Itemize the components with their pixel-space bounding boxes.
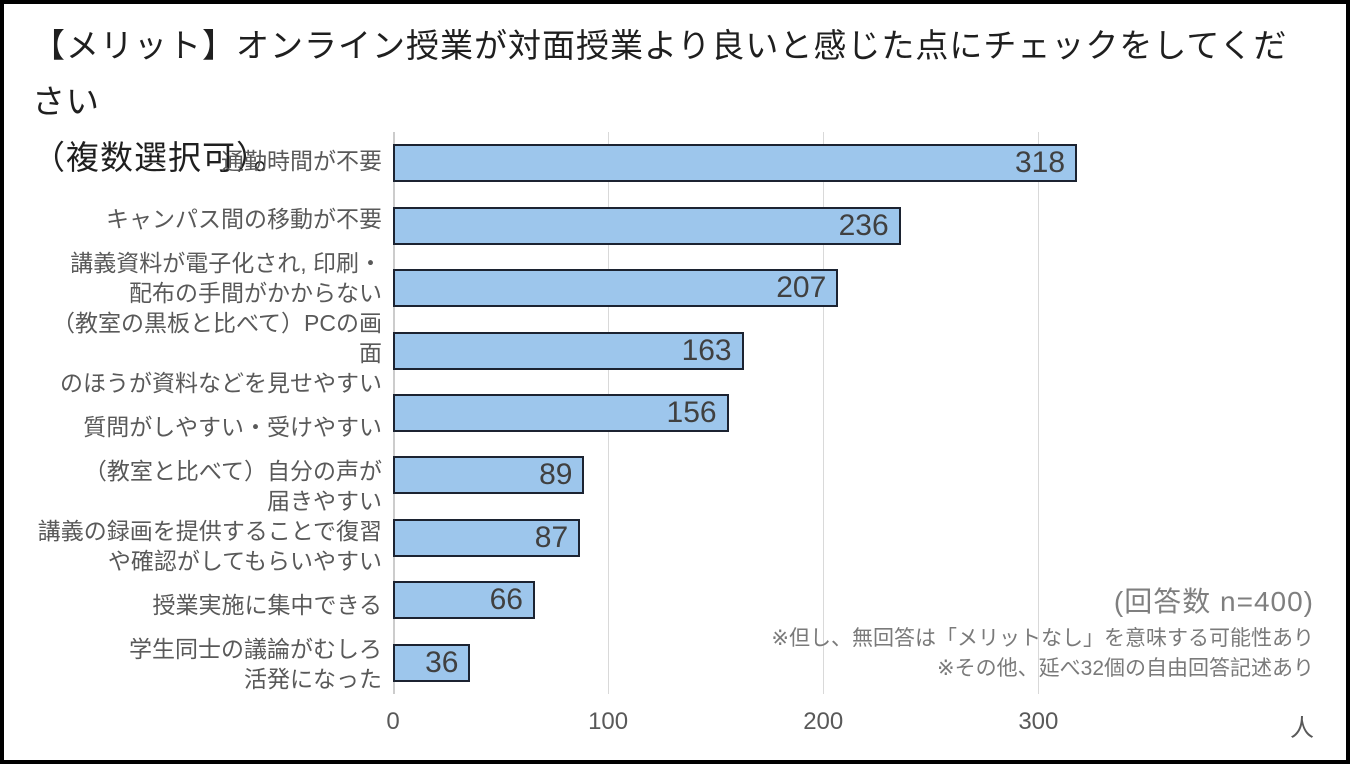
bar-value-label: 236 — [838, 208, 889, 242]
bar: 87 — [393, 518, 581, 557]
bar: 66 — [393, 581, 535, 620]
bar-rows: 318 236 207 163 156 89 87 66 36 — [393, 132, 1318, 694]
bar: 89 — [393, 456, 585, 495]
category-label: 通勤時間が不要 — [221, 148, 382, 174]
chart-row: 236 — [393, 194, 1318, 256]
bar: 156 — [393, 393, 729, 432]
bar: 207 — [393, 269, 839, 308]
category-label: 学生同士の議論がむしろ 活発になった — [129, 636, 382, 692]
x-axis-tick-label: 300 — [1018, 708, 1059, 735]
chart-title: 【メリット】オンライン授業が対面授業より良いと感じた点にチェックをしてください … — [32, 18, 1318, 186]
plot-area: 318 236 207 163 156 89 87 66 36 — [393, 132, 1318, 694]
category-label: 講義資料が電子化され, 印刷・ 配布の手間がかからない — [70, 250, 382, 306]
x-axis-tick-label: 200 — [803, 708, 844, 735]
respondent-count-note: (回答数 n=400) — [1113, 586, 1314, 617]
chart-title-line2: （複数選択可）。 — [32, 139, 288, 176]
category-label: 授業実施に集中できる — [152, 592, 382, 618]
chart-row: 318 — [393, 132, 1318, 194]
category-label: 質問がしやすい・受けやすい — [83, 414, 382, 440]
x-axis-tick-label: 100 — [588, 708, 629, 735]
gridline — [823, 132, 825, 694]
chart-row: 89 — [393, 444, 1318, 506]
bar-value-label: 89 — [539, 458, 573, 492]
chart-title-line1: 【メリット】オンライン授業が対面授業より良いと感じた点にチェックをしてください — [32, 27, 1288, 120]
x-axis-tick-label: 0 — [386, 708, 400, 735]
bar: 36 — [393, 643, 471, 682]
x-axis: 人 0 100 200 300 — [386, 704, 1318, 742]
bar-value-label: 207 — [776, 271, 827, 305]
chart-row: 163 — [393, 319, 1318, 381]
bar: 318 — [393, 144, 1078, 183]
chart-row: 207 — [393, 257, 1318, 319]
category-axis: 通勤時間が不要キャンパス間の移動が不要講義資料が電子化され, 印刷・ 配布の手間… — [34, 132, 382, 694]
chart-row: 87 — [393, 507, 1318, 569]
bar-value-label: 87 — [534, 520, 569, 554]
footnote-no-answer: ※但し、無回答は「メリットなし」を意味する可能性あり — [771, 627, 1314, 650]
category-label: キャンパス間の移動が不要 — [106, 206, 382, 232]
category-label: 講義の録画を提供することで復習 や確認がしてもらいやすい — [37, 518, 382, 574]
x-axis-unit-label: 人 — [1290, 715, 1314, 742]
bar-value-label: 156 — [666, 395, 717, 429]
bar-value-label: 66 — [489, 583, 523, 617]
gridline — [1038, 132, 1040, 694]
chart-row: 156 — [393, 382, 1318, 444]
bar-value-label: 163 — [681, 333, 732, 367]
category-label: （教室と比べて）自分の声が 届きやすい — [83, 458, 382, 514]
bar-value-label: 36 — [425, 645, 459, 679]
bar: 236 — [393, 206, 901, 245]
footnote-free-answers: ※その他、延べ32個の自由回答記述あり — [937, 657, 1314, 680]
category-label: （教室の黒板と比べて）PCの画面 のほうが資料などを見せやすい — [51, 310, 382, 396]
bar-value-label: 318 — [1015, 146, 1066, 180]
chart-row: 36 — [393, 632, 1318, 694]
chart-row: 66 — [393, 569, 1318, 631]
bar: 163 — [393, 331, 744, 370]
